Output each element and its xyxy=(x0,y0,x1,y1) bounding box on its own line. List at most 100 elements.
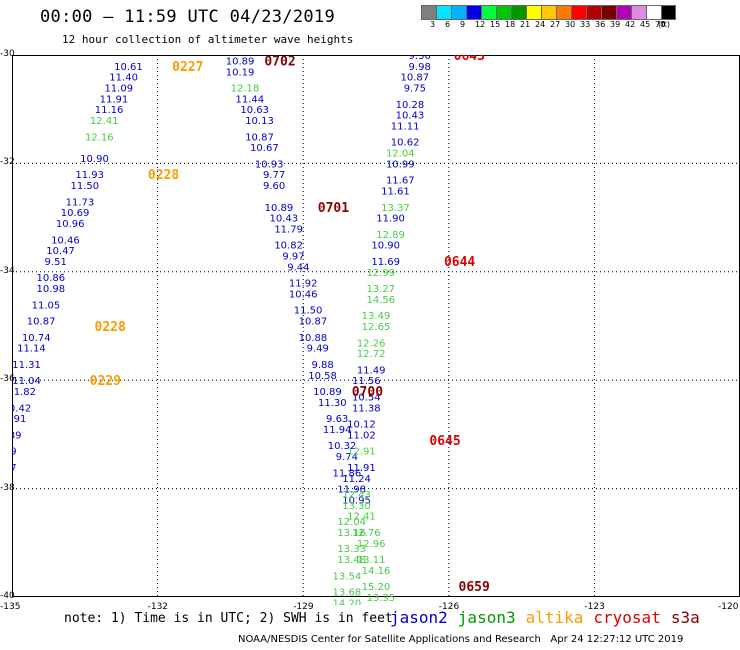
lat-tick-label: -34 xyxy=(0,265,15,276)
color-scale-label: 9 xyxy=(460,20,466,29)
pass-time-label: 0700 xyxy=(352,385,383,400)
note-text: note: 1) Time is in UTC; 2) SWH is in fe… xyxy=(64,611,393,626)
wave-height-value: 11.69 xyxy=(371,257,400,268)
wave-height-value: 11.91 xyxy=(100,94,129,105)
wave-height-value: 12.91 xyxy=(347,447,376,458)
wave-height-value: 9.60 xyxy=(263,181,285,192)
wave-height-value: 10.93 xyxy=(255,159,284,170)
color-swatch xyxy=(601,5,616,20)
pass-time-label: 0228 xyxy=(148,168,179,183)
color-swatch xyxy=(451,5,466,20)
wave-height-value: 11.11 xyxy=(391,121,420,132)
color-swatch xyxy=(631,5,646,20)
color-swatch xyxy=(571,5,586,20)
pass-time-label: 0227 xyxy=(172,60,203,75)
wave-height-value: 10.88 xyxy=(299,333,328,344)
wave-height-value: 11.94 xyxy=(323,425,352,436)
color-scale-label: 36 xyxy=(595,20,606,29)
color-swatch xyxy=(481,5,496,20)
lon-tick-label: -123 xyxy=(584,602,605,612)
wave-height-value: 11.93 xyxy=(75,170,104,181)
lat-tick-label: -40 xyxy=(0,591,15,601)
lon-tick-label: -135 xyxy=(0,602,21,612)
wave-height-value: 11.40 xyxy=(109,73,138,84)
satellite-legend: jason2 jason3 altika cryosat s3a xyxy=(390,608,710,627)
color-scale-bar xyxy=(421,5,676,20)
wave-height-value: 9.50 xyxy=(409,55,431,62)
wave-height-value: 10.63 xyxy=(240,105,269,116)
wave-height-value: 10.89 xyxy=(12,430,21,441)
lat-tick-label: -30 xyxy=(0,49,15,59)
wave-height-value: 10.47 xyxy=(46,246,75,257)
wave-height-value: 10.90 xyxy=(371,241,400,252)
wave-height-value: 9.77 xyxy=(263,170,285,181)
wave-height-value: 11.44 xyxy=(235,94,264,105)
color-scale-label: 70 xyxy=(655,20,666,29)
wave-height-value: 12.18 xyxy=(231,84,260,95)
wave-height-value: 12.26 xyxy=(357,338,386,349)
color-swatch xyxy=(586,5,601,20)
wave-height-value: 11.24 xyxy=(342,474,371,485)
wave-height-value: 9.63 xyxy=(326,414,348,425)
wave-height-value: 11.56 xyxy=(352,376,381,387)
color-scale-label: 30 xyxy=(565,20,576,29)
wave-height-value: 13.48 xyxy=(337,555,366,566)
wave-height-value: 14.16 xyxy=(362,566,391,577)
wave-height-value: 14.20 xyxy=(333,598,362,605)
pass-time-label: 0645 xyxy=(429,434,460,449)
wave-height-value: 13.49 xyxy=(362,311,391,322)
wave-height-value: 12.96 xyxy=(357,539,386,550)
wave-height-value: 11.86 xyxy=(333,468,362,479)
lon-tick-label: -132 xyxy=(147,602,169,612)
wave-height-value: 10.58 xyxy=(308,371,337,382)
wave-height-value: 11.14 xyxy=(17,344,46,355)
lon-tick-label: -129 xyxy=(293,602,314,612)
wave-height-value: 12.65 xyxy=(362,322,391,333)
wave-height-value: 9.98 xyxy=(409,62,431,73)
color-swatch xyxy=(511,5,526,20)
legend-jason2: jason2 xyxy=(390,608,448,627)
pass-time-label: 0701 xyxy=(318,201,349,216)
wave-height-value: 10.89 xyxy=(313,387,342,398)
wave-height-value: 10.32 xyxy=(328,441,357,452)
wave-height-value: 9.49 xyxy=(307,344,329,355)
color-scale-label: 45 xyxy=(640,20,651,29)
wave-height-value: 12.99 xyxy=(367,268,396,279)
wave-height-value: 12.41 xyxy=(347,512,376,523)
pass-time-label: 0659 xyxy=(459,580,490,595)
legend-altika: altika xyxy=(525,608,584,627)
wave-height-value: 10.67 xyxy=(250,143,279,154)
wave-height-value: 10.99 xyxy=(12,447,17,458)
wave-height-value: 11.82 xyxy=(12,387,36,398)
color-scale-label: 12 xyxy=(475,20,486,29)
wave-height-value: 9.88 xyxy=(311,360,333,371)
wave-height-value: 10.46 xyxy=(289,289,318,300)
wave-height-value: 10.87 xyxy=(299,317,328,328)
wave-height-value: 10.42 xyxy=(12,403,31,414)
wave-height-value: 9.74 xyxy=(336,452,358,463)
wave-height-value: 10.54 xyxy=(352,392,381,403)
wave-height-value: 11.50 xyxy=(294,306,323,317)
wave-height-value: 9.51 xyxy=(45,257,67,268)
wave-height-value: 10.87 xyxy=(27,317,56,328)
wave-height-value: 11.98 xyxy=(337,485,366,496)
color-swatch xyxy=(556,5,571,20)
pass-time-label: 0228 xyxy=(95,320,126,335)
wave-height-value: 10.62 xyxy=(391,138,420,149)
wave-height-value: 13.30 xyxy=(342,501,371,512)
wave-height-value: 10.43 xyxy=(269,214,298,225)
color-scale-label: 21 xyxy=(520,20,531,29)
color-swatch xyxy=(496,5,511,20)
legend-cryosat: cryosat xyxy=(593,608,661,627)
legend-jason3: jason3 xyxy=(457,608,516,627)
wave-height-value: 12.04 xyxy=(386,149,415,160)
wave-height-value: 10.19 xyxy=(226,67,255,78)
wave-height-value: 15.20 xyxy=(362,582,391,593)
color-scale-label: 33 xyxy=(580,20,591,29)
wave-height-value: 10.13 xyxy=(245,116,274,127)
color-swatch xyxy=(661,5,676,20)
chart-title: 00:00 – 11:59 UTC 04/23/2019 xyxy=(40,7,335,27)
wave-height-value: 11.37 xyxy=(12,463,17,474)
wave-height-value: 10.89 xyxy=(265,203,294,214)
wave-height-value: 11.16 xyxy=(95,105,124,116)
